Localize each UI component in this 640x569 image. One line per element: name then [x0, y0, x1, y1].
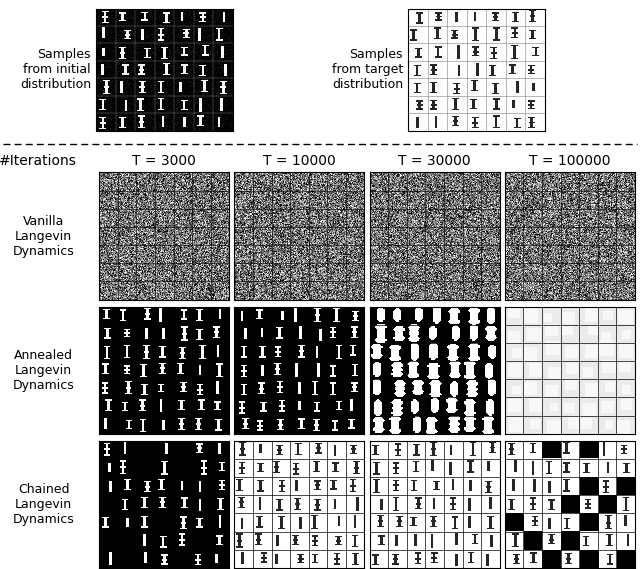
Text: #Iterations: #Iterations: [0, 154, 77, 168]
Text: T = 100000: T = 100000: [529, 154, 611, 168]
Text: T = 3000: T = 3000: [132, 154, 196, 168]
Text: T = 10000: T = 10000: [263, 154, 336, 168]
Text: T = 30000: T = 30000: [398, 154, 471, 168]
Text: Samples
from initial
distribution: Samples from initial distribution: [20, 48, 91, 91]
Text: Samples
from target
distribution: Samples from target distribution: [332, 48, 403, 91]
Text: Annealed
Langevin
Dynamics: Annealed Langevin Dynamics: [13, 349, 74, 391]
Text: Vanilla
Langevin
Dynamics: Vanilla Langevin Dynamics: [13, 215, 74, 258]
Text: Chained
Langevin
Dynamics: Chained Langevin Dynamics: [13, 483, 74, 526]
